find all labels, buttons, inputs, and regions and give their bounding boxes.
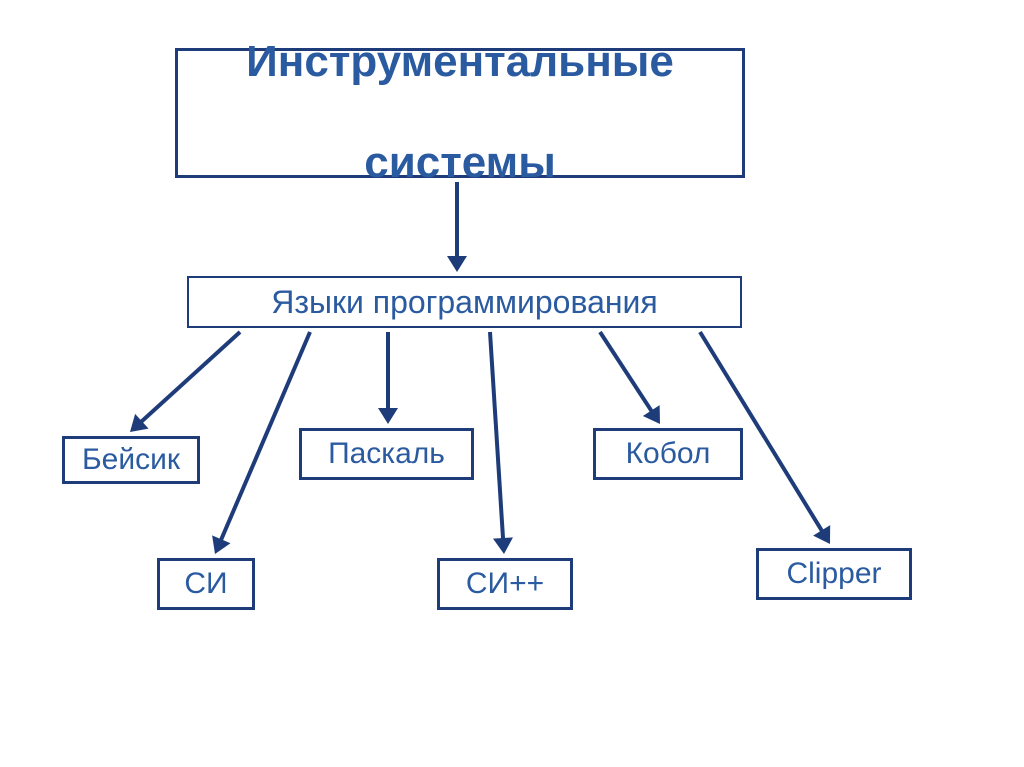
node-pascal: Паскаль (299, 428, 474, 480)
cobol-label: Кобол (596, 437, 740, 472)
node-cpp: СИ++ (437, 558, 573, 610)
languages-label: Языки программирования (189, 284, 740, 321)
c-label: СИ (160, 567, 252, 602)
node-title: Инструментальные системы (175, 48, 745, 178)
clipper-label: Clipper (759, 557, 909, 592)
title-line2: системы (178, 138, 742, 189)
node-basic: Бейсик (62, 436, 200, 484)
basic-label: Бейсик (65, 443, 197, 478)
title-line1: Инструментальные (178, 37, 742, 88)
cpp-label: СИ++ (440, 567, 570, 602)
node-languages: Языки программирования (187, 276, 742, 328)
node-c: СИ (157, 558, 255, 610)
pascal-label: Паскаль (302, 437, 471, 472)
node-clipper: Clipper (756, 548, 912, 600)
node-cobol: Кобол (593, 428, 743, 480)
